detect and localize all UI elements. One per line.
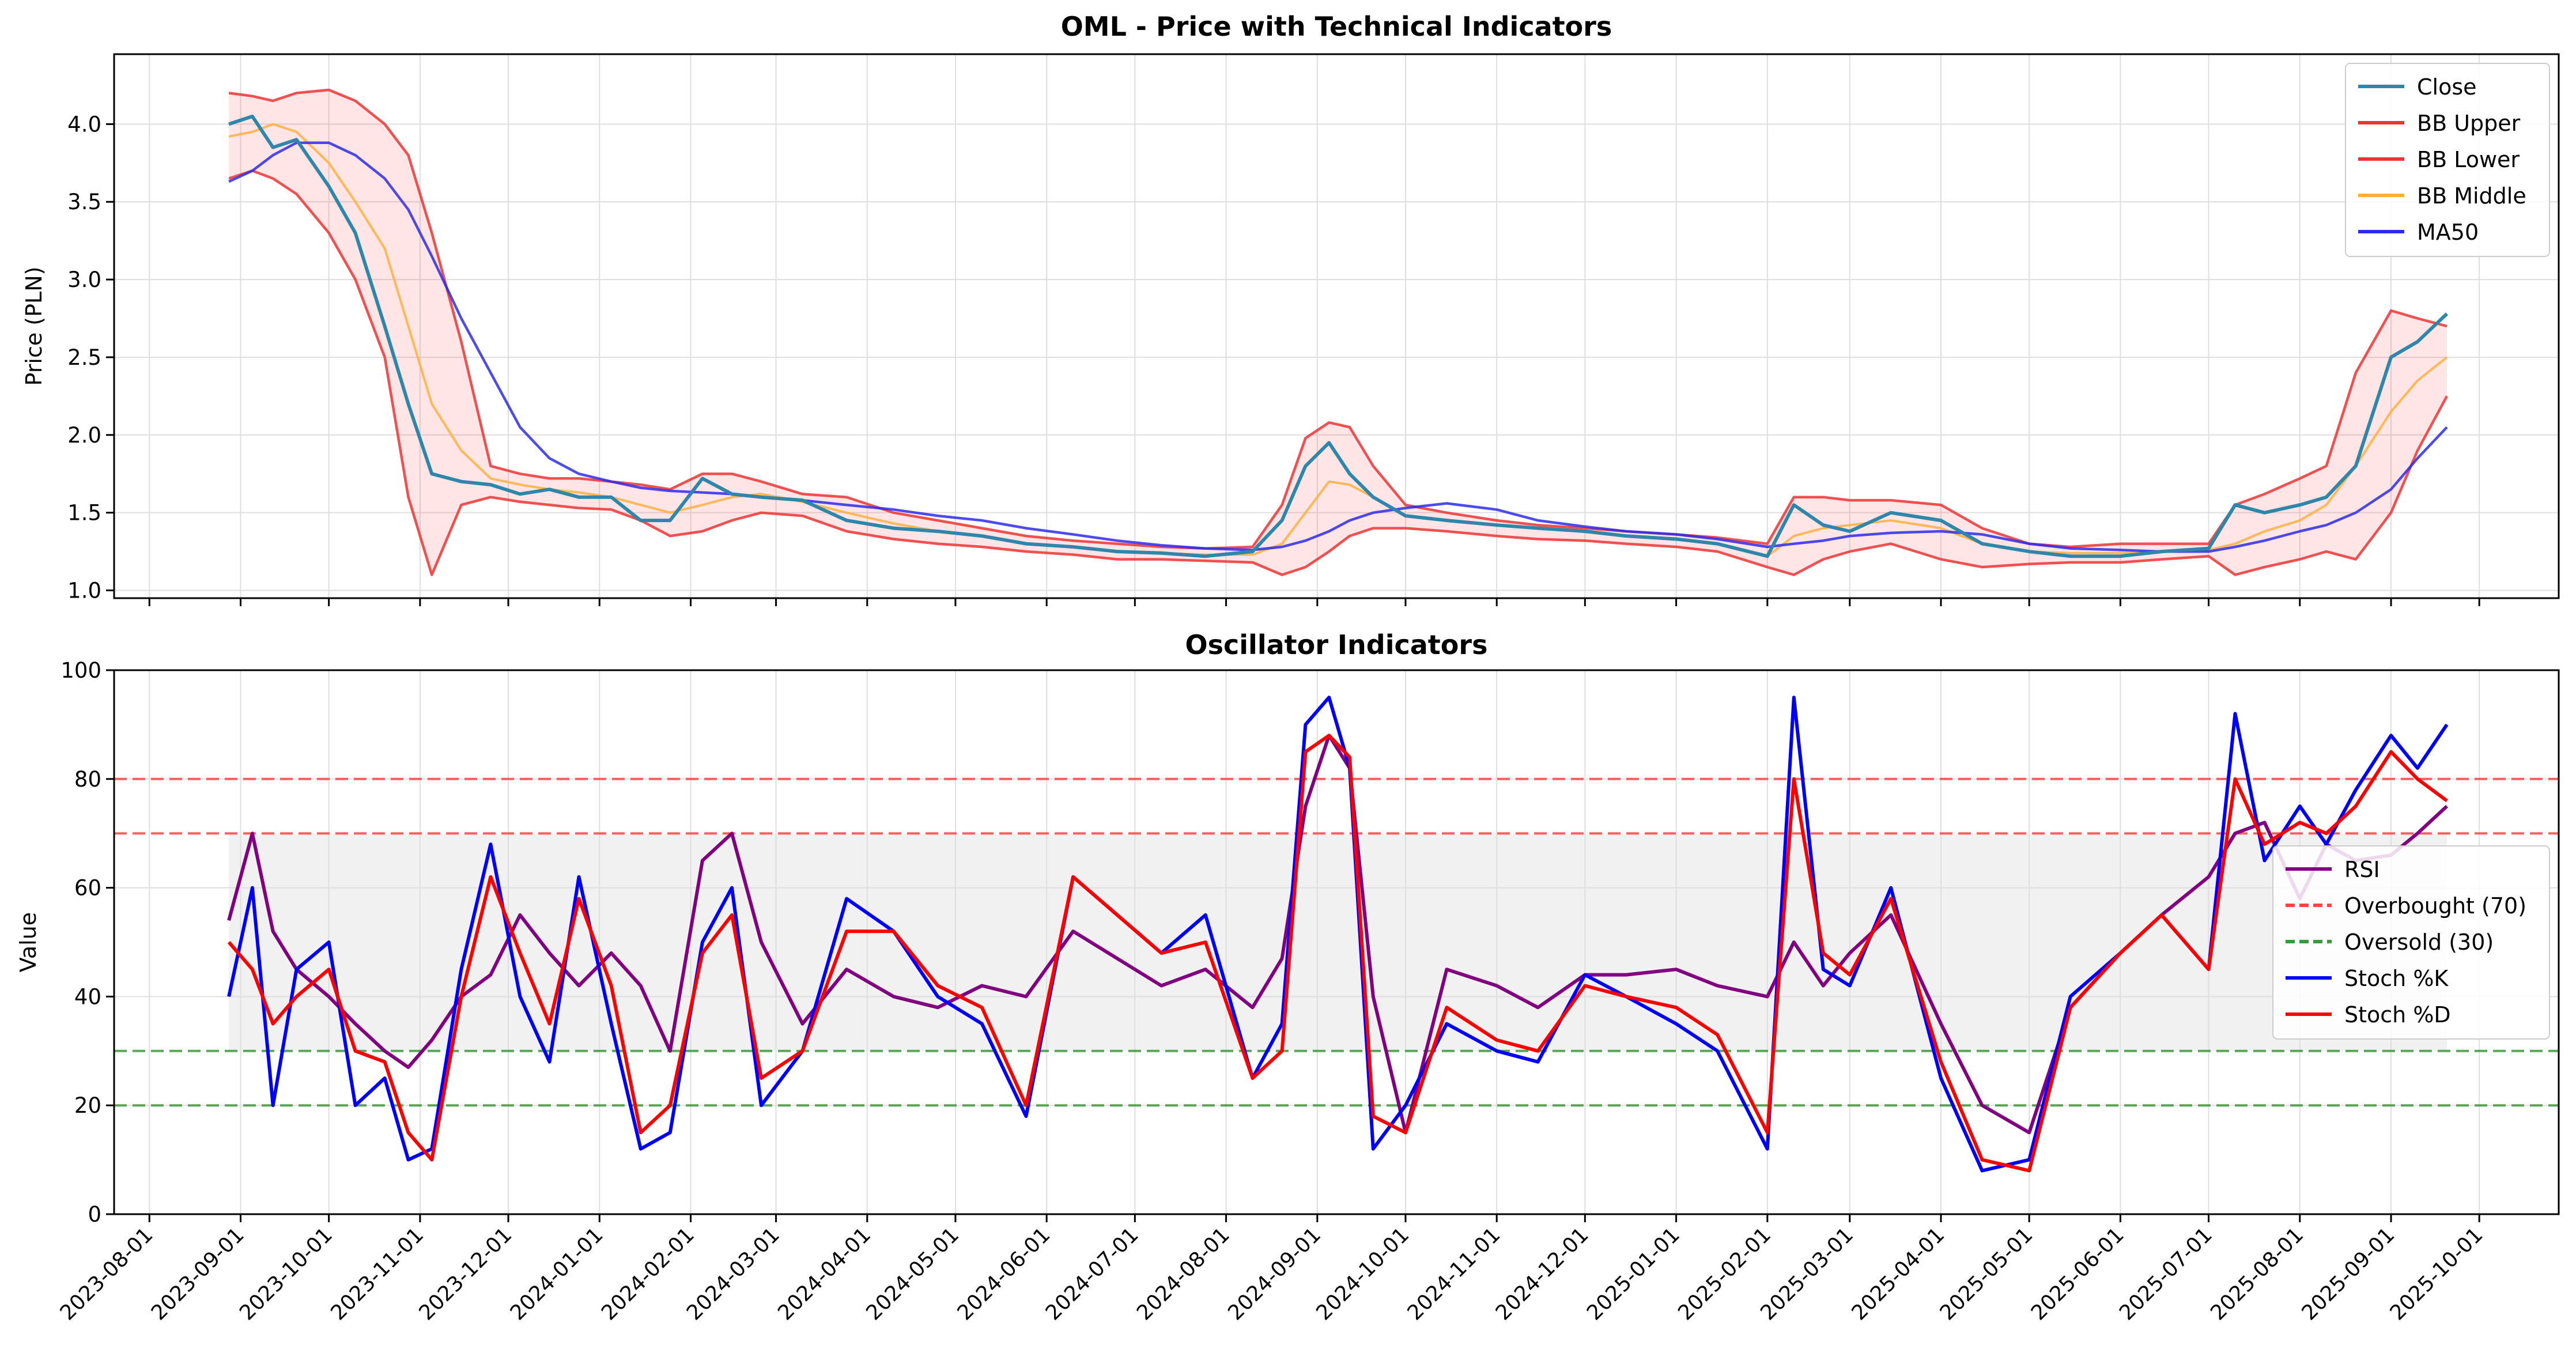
legend-label-stoch-k: Stoch %K xyxy=(2344,966,2449,991)
price-legend: Close BB Upper BB Lower BB Middle MA50 xyxy=(2345,63,2550,257)
bollinger-band-area xyxy=(229,90,2447,575)
price-panel: 1.0 1.5 2.0 2.5 3.0 3.5 4.0 OML - Price with T… xyxy=(21,11,2560,606)
oscillator-y-axis-label: Value xyxy=(16,912,41,972)
y-tick-label: 2.0 xyxy=(67,423,101,448)
price-y-ticks: 1.0 1.5 2.0 2.5 3.0 3.5 4.0 xyxy=(67,112,114,603)
oscillator-chart-title: Oscillator Indicators xyxy=(1185,629,1488,660)
y-tick-label: 1.5 xyxy=(67,501,101,526)
neutral-zone-rect xyxy=(229,833,2447,1051)
series-line-bb-upper xyxy=(228,88,2447,550)
oscillator-axes-frame xyxy=(113,669,2560,1215)
price-axes-frame xyxy=(113,53,2560,599)
legend-label-oversold-30: Oversold (30) xyxy=(2344,930,2494,955)
y-tick-label: 3.0 xyxy=(67,267,101,292)
price-chart-title: OML - Price with Technical Indicators xyxy=(1061,11,1612,42)
y-tick-label: 80 xyxy=(74,767,101,792)
neutral-zone-shade xyxy=(229,833,2447,1051)
legend-box xyxy=(2345,63,2550,257)
y-tick-label: 20 xyxy=(74,1093,101,1118)
series-line-stoch-k xyxy=(227,696,2449,1173)
series-line-stoch-d xyxy=(227,734,2448,1173)
oscillator-legend: RSI Overbought (70) Oversold (30) Stoch %K S… xyxy=(2272,845,2550,1040)
legend-label-rsi: RSI xyxy=(2344,857,2380,882)
price-y-axis-label: Price (PLN) xyxy=(21,267,47,386)
series-line-ma50 xyxy=(228,141,2448,553)
y-tick-label: 60 xyxy=(74,876,101,901)
legend-label-bb-upper: BB Upper xyxy=(2417,111,2521,136)
y-tick-label: 0 xyxy=(88,1202,101,1227)
oscillator-series xyxy=(227,696,2449,1173)
y-tick-label: 40 xyxy=(74,984,101,1009)
oscillator-y-ticks: 0 20 40 60 80 100 xyxy=(61,658,114,1227)
legend-label-stoch-d: Stoch %D xyxy=(2344,1002,2451,1027)
y-tick-label: 4.0 xyxy=(67,112,101,137)
price-series xyxy=(228,88,2449,576)
series-line-bb-lower xyxy=(228,169,2448,576)
price-grid xyxy=(114,54,2559,598)
y-tick-label: 1.0 xyxy=(67,579,101,603)
y-tick-label: 100 xyxy=(61,658,101,683)
series-line-close xyxy=(228,114,2449,558)
reference-lines xyxy=(114,777,2559,1107)
y-tick-label: 2.5 xyxy=(67,345,101,370)
legend-label-overbought-70: Overbought (70) xyxy=(2344,893,2526,919)
legend-label-ma50: MA50 xyxy=(2417,220,2479,245)
legend-label-close: Close xyxy=(2417,74,2477,100)
price-x-ticks xyxy=(148,598,2480,606)
legend-box xyxy=(2272,845,2550,1040)
series-line-bb-middle xyxy=(228,123,2448,558)
bollinger-band-fill xyxy=(229,90,2447,575)
legend-label-bb-lower: BB Lower xyxy=(2417,147,2520,172)
legend-label-bb-middle: BB Middle xyxy=(2417,183,2526,209)
y-tick-label: 3.5 xyxy=(67,190,101,214)
